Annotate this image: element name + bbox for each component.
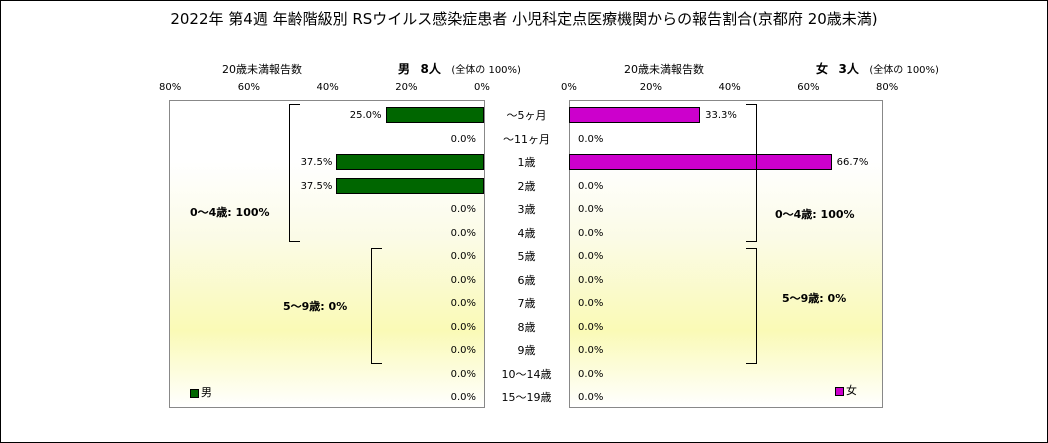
female-tick-label: 0% bbox=[561, 82, 577, 93]
female-value-label: 0.0% bbox=[578, 227, 604, 239]
female-total: (全体の 100%) bbox=[869, 65, 939, 76]
category-label: 2歳 bbox=[517, 179, 536, 193]
female-value-label: 0.0% bbox=[578, 321, 604, 333]
male-value-label: 0.0% bbox=[450, 227, 476, 239]
male-label: 男 bbox=[398, 62, 411, 76]
male-value-label: 0.0% bbox=[450, 133, 476, 145]
category-label: 7歳 bbox=[517, 297, 536, 310]
category-label: 8歳 bbox=[517, 320, 536, 334]
female-value-label: 0.0% bbox=[578, 180, 604, 192]
male-bar bbox=[336, 177, 484, 194]
male-value-label: 0.0% bbox=[450, 274, 476, 286]
male-legend: 男 bbox=[190, 384, 212, 400]
female-count: 3人 bbox=[838, 62, 859, 76]
male-value-label: 0.0% bbox=[450, 368, 476, 380]
female-legend-swatch bbox=[835, 386, 844, 396]
category-label: 4歳 bbox=[517, 226, 536, 240]
male-value-label: 37.5% bbox=[300, 157, 333, 168]
female-value-label: 0.0% bbox=[578, 133, 604, 145]
male-bracket-5-9 bbox=[371, 248, 382, 364]
category-label: 9歳 bbox=[517, 344, 536, 357]
male-tick-label: 40% bbox=[316, 82, 339, 93]
category-label: 10～14歳 bbox=[501, 367, 552, 381]
female-caption: 20歳未満報告数 bbox=[624, 63, 704, 76]
male-summary: 男 8人 (全体の 100%) bbox=[398, 60, 521, 77]
male-count: 8人 bbox=[420, 62, 441, 76]
male-plot-area bbox=[169, 100, 485, 408]
category-label: 6歳 bbox=[517, 273, 536, 287]
male-legend-swatch bbox=[190, 388, 199, 398]
male-tick-label: 0% bbox=[474, 82, 490, 93]
female-value-label: 0.0% bbox=[578, 392, 604, 403]
male-total: (全体の 100%) bbox=[451, 65, 521, 76]
female-legend-label: 女 bbox=[846, 384, 857, 397]
female-bracket-5-9 bbox=[746, 248, 757, 364]
male-tick-label: 60% bbox=[237, 82, 260, 93]
female-value-label: 0.0% bbox=[578, 204, 604, 215]
female-value-label: 33.3% bbox=[705, 110, 737, 121]
female-group-5-9: 5～9歳: 0% bbox=[782, 292, 847, 305]
female-summary: 女 3人 (全体の 100%) bbox=[816, 60, 939, 77]
female-value-label: 0.0% bbox=[578, 274, 604, 286]
male-bracket-0-4 bbox=[289, 104, 300, 242]
male-value-label: 25.0% bbox=[349, 110, 382, 121]
female-value-label: 0.0% bbox=[578, 251, 604, 262]
male-group-0-4: 0～4歳: 100% bbox=[190, 206, 270, 219]
female-value-label: 0.0% bbox=[578, 368, 604, 380]
female-bar bbox=[569, 154, 832, 170]
female-legend: 女 bbox=[835, 382, 857, 398]
male-value-label: 0.0% bbox=[450, 321, 476, 333]
female-bar bbox=[569, 107, 701, 123]
female-tick-label: 20% bbox=[639, 82, 662, 93]
male-caption: 20歳未満報告数 bbox=[222, 63, 302, 76]
male-value-label: 0.0% bbox=[450, 298, 476, 309]
female-group-0-4: 0～4歳: 100% bbox=[775, 208, 855, 221]
male-group-5-9: 5～9歳: 0% bbox=[283, 300, 348, 313]
male-tick-label: 80% bbox=[159, 82, 182, 93]
male-legend-label: 男 bbox=[201, 386, 212, 399]
female-bracket-0-4 bbox=[746, 104, 757, 242]
male-value-label: 0.0% bbox=[450, 392, 476, 403]
female-tick-label: 60% bbox=[797, 82, 820, 93]
chart-title: 2022年 第4週 年齢階級別 RSウイルス感染症患者 小児科定点医療機関からの… bbox=[170, 10, 878, 28]
category-label: 5歳 bbox=[517, 250, 536, 263]
category-label: ～5ヶ月 bbox=[506, 109, 547, 122]
male-bar bbox=[385, 107, 484, 123]
female-value-label: 0.0% bbox=[578, 298, 604, 309]
female-value-label: 66.7% bbox=[836, 157, 869, 168]
male-value-label: 0.0% bbox=[450, 204, 476, 215]
category-label: 3歳 bbox=[517, 203, 536, 216]
male-tick-label: 20% bbox=[395, 82, 418, 93]
male-value-label: 0.0% bbox=[450, 345, 476, 356]
female-label: 女 bbox=[816, 62, 829, 76]
category-label: ～11ヶ月 bbox=[503, 132, 550, 146]
male-value-label: 0.0% bbox=[450, 251, 476, 262]
category-label: 1歳 bbox=[517, 156, 536, 169]
male-value-label: 37.5% bbox=[300, 180, 333, 192]
category-label: 15～19歳 bbox=[501, 391, 552, 404]
female-tick-label: 80% bbox=[876, 82, 899, 93]
female-value-label: 0.0% bbox=[578, 345, 604, 356]
female-plot-area bbox=[569, 100, 883, 408]
female-tick-label: 40% bbox=[718, 82, 741, 93]
male-bar bbox=[336, 154, 484, 170]
